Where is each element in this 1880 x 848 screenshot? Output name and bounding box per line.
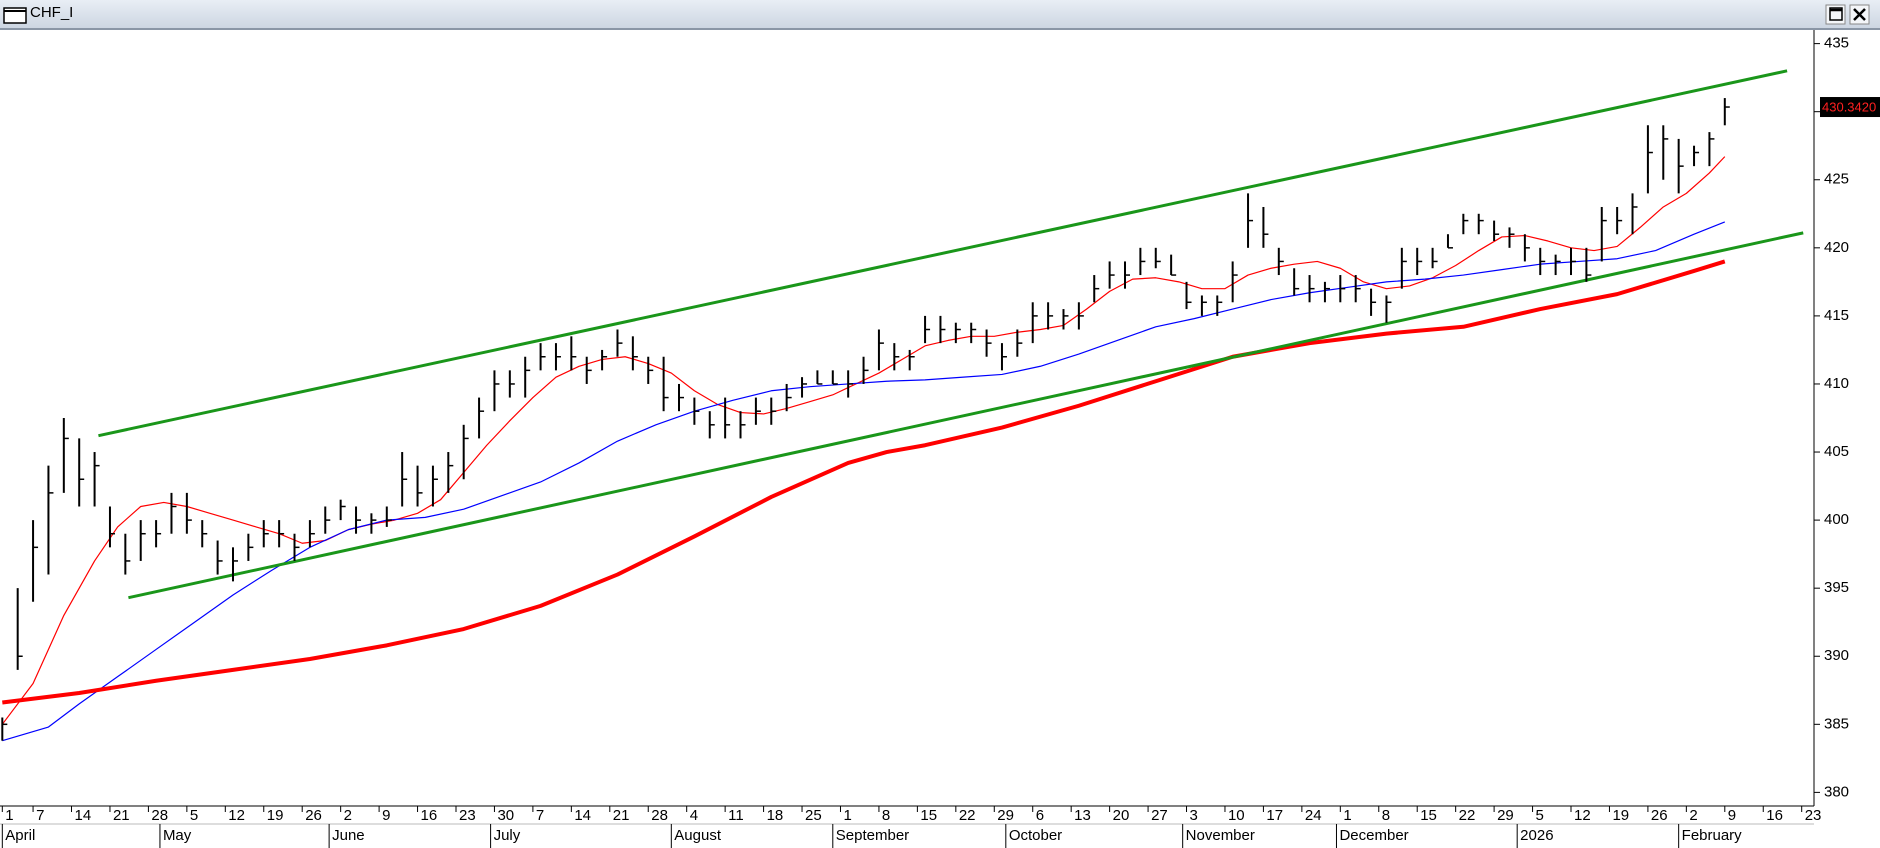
x-tick-label: 18	[767, 807, 784, 824]
x-tick-label: 7	[536, 807, 544, 824]
x-tick-label: 12	[228, 807, 245, 824]
y-tick-label: 405	[1824, 443, 1849, 460]
y-tick-label: 390	[1824, 647, 1849, 664]
x-tick-label: 16	[421, 807, 438, 824]
x-tick-label: 20	[1113, 807, 1130, 824]
x-tick-label: 9	[1728, 807, 1736, 824]
x-tick-label: 3	[1190, 807, 1198, 824]
x-tick-label: 15	[1420, 807, 1437, 824]
month-label: June	[332, 827, 365, 844]
x-tick-label: 15	[920, 807, 937, 824]
x-tick-label: 12	[1574, 807, 1591, 824]
x-tick-label: 25	[805, 807, 822, 824]
trend-line	[98, 69, 1788, 438]
y-tick-label: 410	[1824, 375, 1849, 392]
x-tick-label: 13	[1074, 807, 1091, 824]
plot-area	[0, 30, 1814, 806]
x-tick-label: 19	[1612, 807, 1629, 824]
x-tick-label: 23	[459, 807, 476, 824]
y-tick-label: 400	[1824, 511, 1849, 528]
x-tick-label: 4	[690, 807, 698, 824]
x-tick-label: 11	[728, 807, 744, 824]
x-tick-label: 23	[1805, 807, 1822, 824]
x-tick-label: 8	[882, 807, 890, 824]
x-tick-label: 9	[382, 807, 390, 824]
x-tick-label: 26	[1651, 807, 1668, 824]
last-price-box	[1820, 97, 1880, 118]
x-tick-label: 27	[1151, 807, 1168, 824]
month-label: December	[1339, 827, 1408, 844]
x-tick-label: 19	[267, 807, 284, 824]
x-tick-label: 1	[5, 807, 13, 824]
month-label: 2026	[1520, 827, 1553, 844]
x-tick-label: 7	[36, 807, 44, 824]
y-tick-label: 380	[1824, 783, 1849, 800]
maximize-button[interactable]	[1825, 4, 1846, 25]
x-tick-label: 16	[1766, 807, 1783, 824]
last-price-label: 430.3420	[1822, 99, 1876, 114]
month-label: November	[1186, 827, 1255, 844]
title-bar	[0, 0, 1880, 28]
x-tick-label: 14	[75, 807, 92, 824]
x-tick-label: 10	[1228, 807, 1245, 824]
x-tick-label: 14	[574, 807, 591, 824]
trend-line	[128, 231, 1804, 600]
y-tick-label: 395	[1824, 579, 1849, 596]
x-tick-label: 28	[651, 807, 668, 824]
moving-average	[2, 259, 1726, 705]
x-tick-label: 22	[959, 807, 976, 824]
close-button[interactable]	[1849, 4, 1870, 25]
y-tick-label: 435	[1824, 35, 1849, 52]
x-tick-label: 5	[1536, 807, 1544, 824]
x-tick-label: 21	[613, 807, 630, 824]
x-tick-label: 1	[1343, 807, 1351, 824]
y-tick-label: 420	[1824, 239, 1849, 256]
x-tick-label: 28	[151, 807, 168, 824]
y-tick-label: 425	[1824, 171, 1849, 188]
window-title: CHF_I	[30, 4, 73, 21]
x-tick-label: 24	[1305, 807, 1322, 824]
x-tick-label: 5	[190, 807, 198, 824]
x-tick-label: 30	[497, 807, 514, 824]
x-tick-label: 6	[1036, 807, 1044, 824]
month-label: September	[836, 827, 909, 844]
x-tick-label: 22	[1459, 807, 1476, 824]
bars	[1, 98, 1730, 741]
x-tick-label: 2	[1689, 807, 1697, 824]
x-tick-label: 29	[997, 807, 1014, 824]
month-label: February	[1682, 827, 1743, 844]
x-tick-label: 2	[344, 807, 352, 824]
x-tick-label: 21	[113, 807, 130, 824]
y-tick-label: 415	[1824, 307, 1849, 324]
x-tick-label: 1	[843, 807, 851, 824]
month-label: July	[494, 827, 521, 844]
x-tick-label: 26	[305, 807, 322, 824]
month-label: August	[674, 827, 722, 844]
x-tick-label: 8	[1382, 807, 1390, 824]
month-label: May	[163, 827, 192, 844]
month-label: April	[5, 827, 35, 844]
y-tick-label: 385	[1824, 715, 1849, 732]
x-tick-label: 29	[1497, 807, 1514, 824]
month-label: October	[1009, 827, 1062, 844]
moving-average	[2, 221, 1726, 742]
x-tick-label: 17	[1266, 807, 1283, 824]
